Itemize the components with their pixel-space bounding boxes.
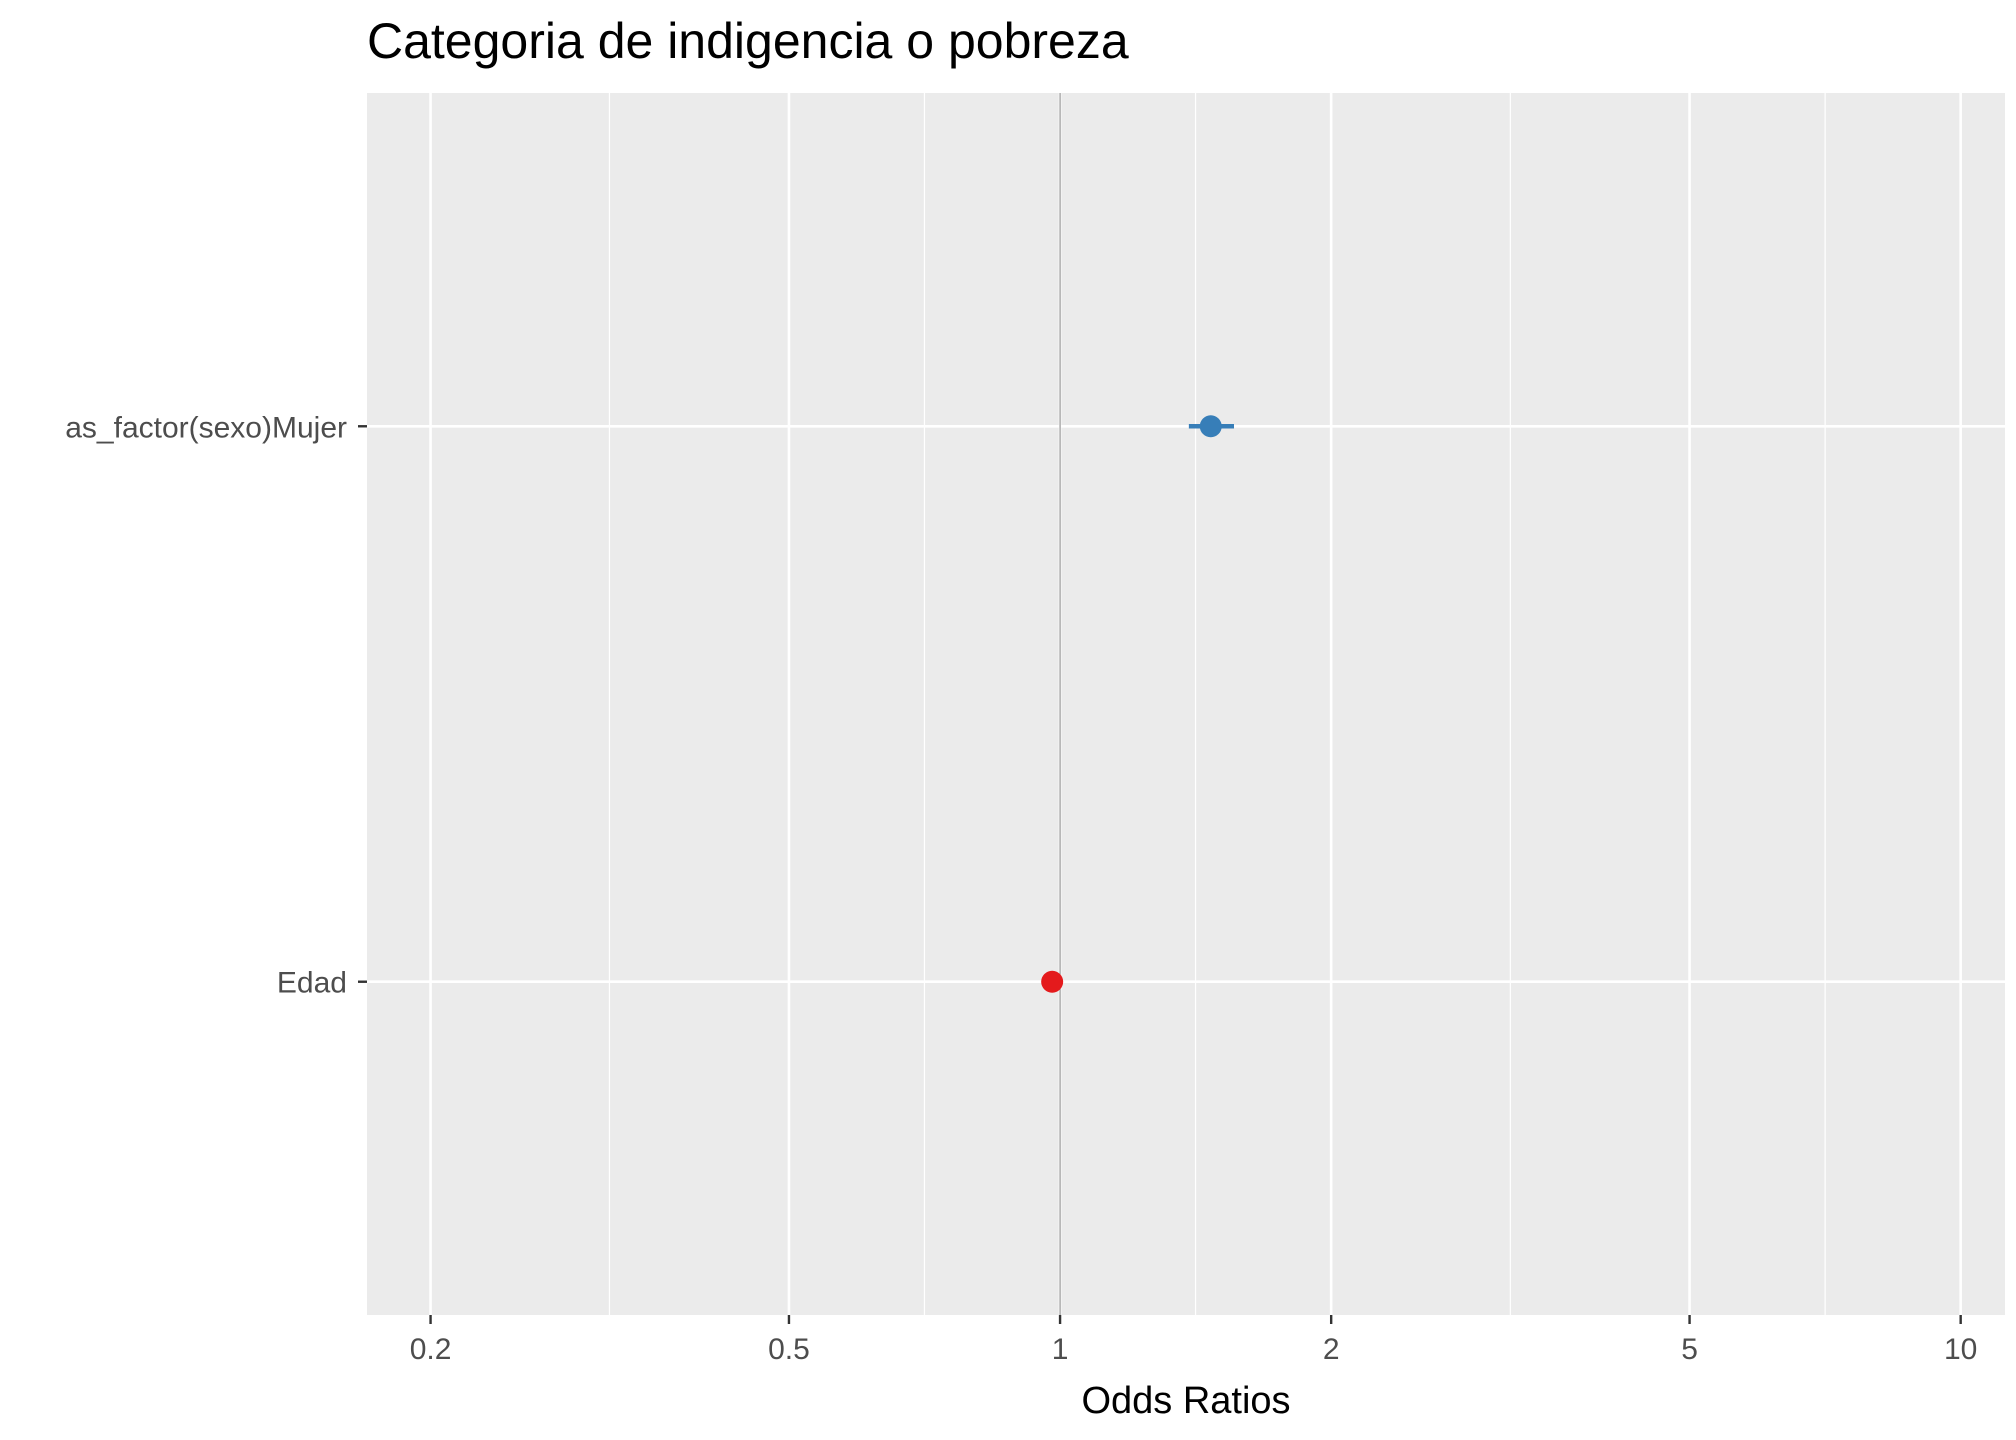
x-tick-label: 0.5 [768, 1333, 810, 1366]
minor-gridlines [608, 93, 1826, 1315]
point-estimate [1199, 415, 1222, 438]
x-tick-label: 10 [1944, 1333, 1977, 1366]
y-axis-ticks: as_factor(sexo)Mujer Edad [65, 411, 367, 1000]
point-estimate [1041, 970, 1064, 993]
x-tick-label: 2 [1323, 1333, 1340, 1366]
y-tick-label: Edad [277, 967, 347, 1000]
x-tick-label: 0.2 [410, 1333, 452, 1366]
chart-title: Categoria de indigencia o pobreza [367, 13, 1129, 69]
x-axis-title: Odds Ratios [1081, 1380, 1290, 1422]
y-tick-label: as_factor(sexo)Mujer [65, 411, 347, 444]
point-estimates [1041, 415, 1222, 993]
x-tick-label: 1 [1052, 1333, 1069, 1366]
x-tick-label: 5 [1681, 1333, 1698, 1366]
major-gridlines [367, 93, 2005, 1315]
x-axis-ticks: 0.2 0.5 1 2 5 10 [410, 1315, 1977, 1366]
plot-panel [367, 93, 2005, 1315]
